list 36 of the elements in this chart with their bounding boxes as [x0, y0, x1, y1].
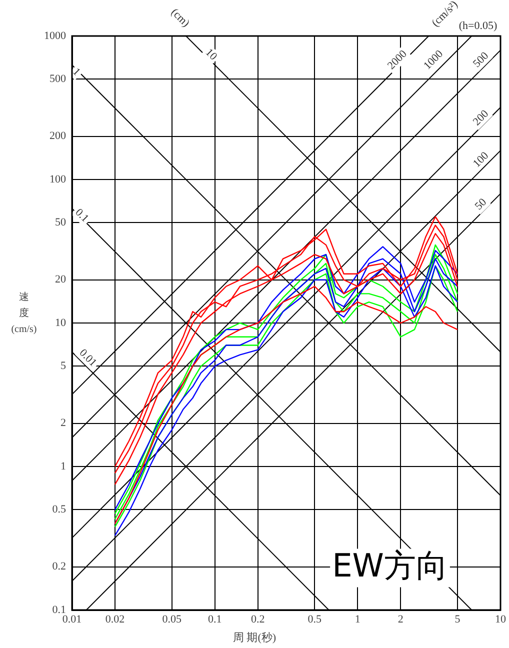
x-tick-label: 10: [495, 613, 506, 626]
y-tick-label: 1000: [44, 30, 66, 42]
annotation: 50: [472, 196, 490, 213]
text: (cm): [168, 6, 192, 30]
x-tick-label: 0.2: [250, 613, 265, 626]
y-tick-label: 1: [60, 460, 66, 472]
y-tick-label: 5: [60, 360, 66, 372]
x-axis-title: 周 期(秒): [232, 631, 278, 645]
annotation: 0.1: [72, 206, 91, 225]
annotation: 500: [470, 50, 492, 70]
annotation: 1: [70, 66, 82, 78]
x-tick-label: 0.05: [162, 613, 182, 626]
y-tick-label: 0.2: [52, 560, 66, 573]
annotation: EW方向: [332, 546, 448, 584]
y-tick-label: 0.5: [52, 504, 66, 516]
y-tick-label: 500: [50, 73, 66, 86]
y-tick-label: 20: [55, 274, 66, 286]
y-axis-title: 速度(cm/s): [10, 290, 38, 337]
y-tick-label: 0.1: [52, 604, 66, 616]
annotation: 200: [470, 108, 492, 128]
y-tick-label: 50: [55, 216, 66, 229]
x-tick-label: 0.5: [308, 613, 322, 626]
x-tick-label: 0.02: [105, 613, 125, 626]
x-tick-label: 0.1: [208, 613, 222, 626]
y-tick-label: 200: [50, 130, 66, 142]
x-tick-label: 1: [354, 613, 360, 626]
x-tick-label: 2: [398, 613, 404, 626]
y-tick-label: 100: [50, 173, 66, 186]
y-tick-label: 10: [55, 316, 66, 329]
y-tick-label: 2: [60, 417, 66, 430]
text: (h=0.05): [458, 20, 498, 32]
annotation: 10: [202, 46, 220, 64]
x-tick-label: 5: [454, 613, 461, 626]
annotation: 100: [470, 149, 492, 170]
x-tick-label: 0.01: [62, 613, 82, 626]
annotation: 0.01: [76, 346, 99, 370]
